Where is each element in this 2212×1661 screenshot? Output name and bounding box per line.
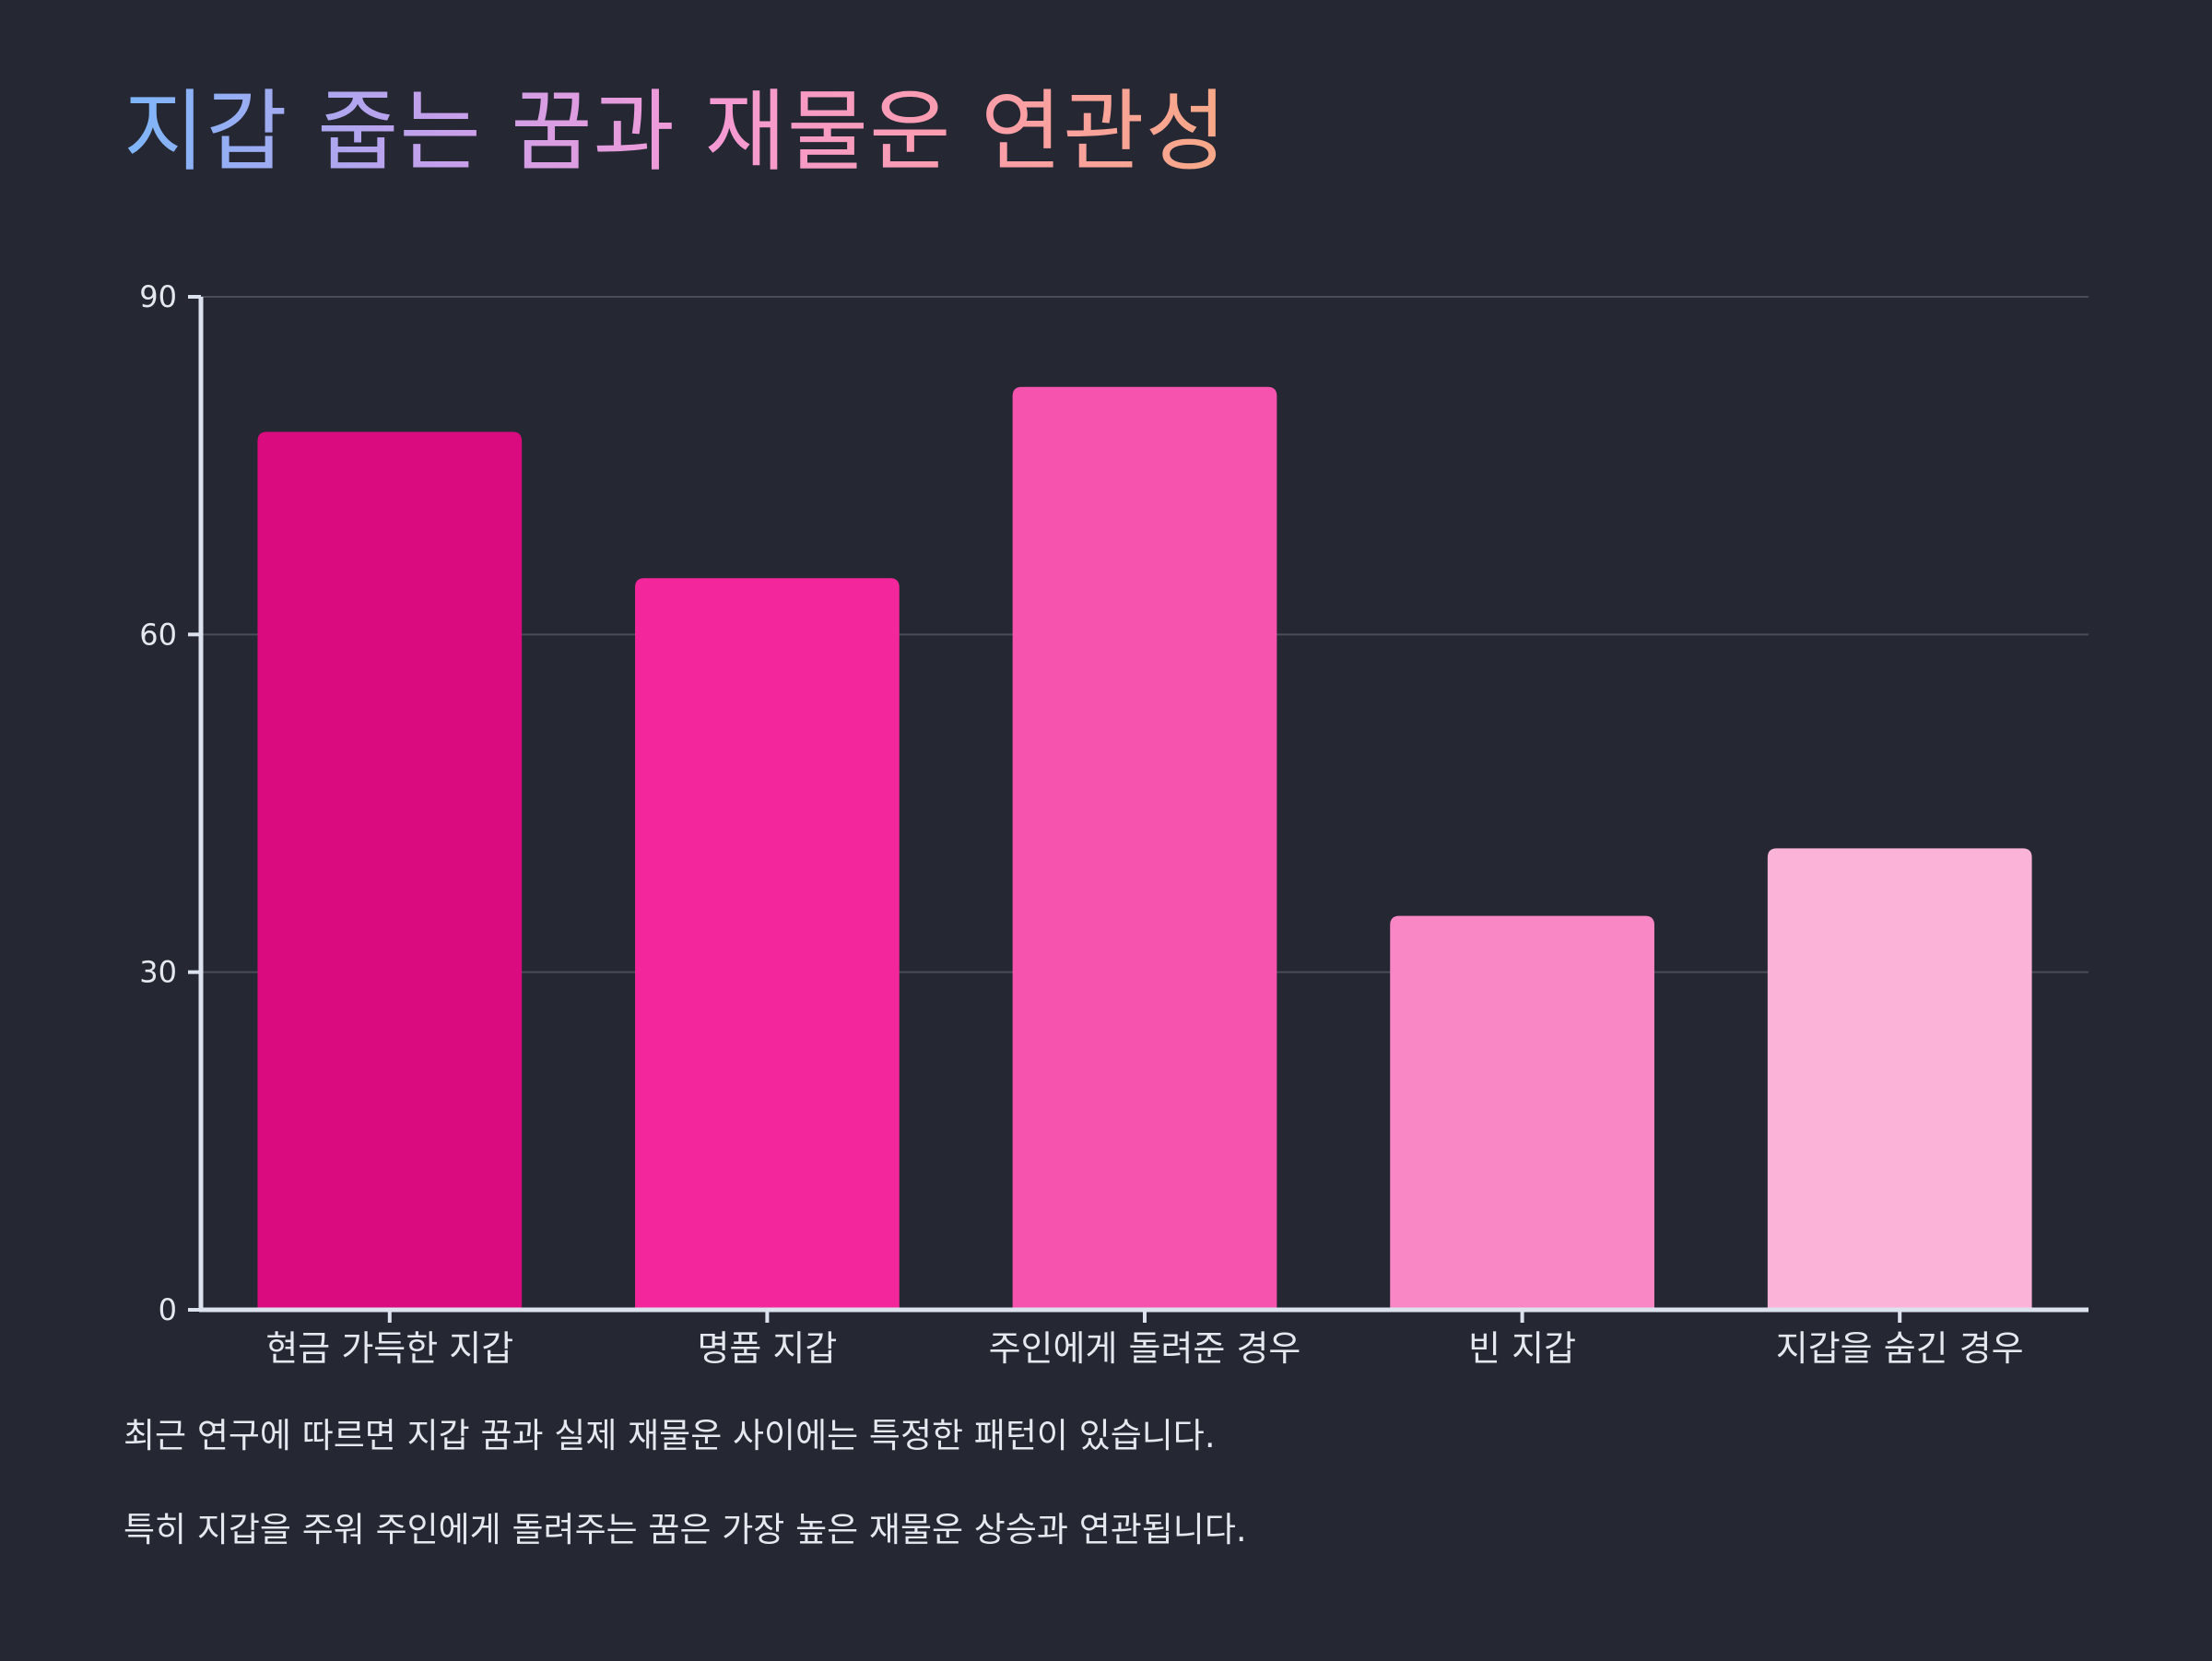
x-tick-label: 명품 지갑 <box>697 1328 837 1369</box>
caption-line-1: 최근 연구에 따르면 지갑 꿈과 실제 재물운 사이에는 특정한 패턴이 있습니… <box>124 1416 1216 1455</box>
x-tick-label: 현금 가득한 지갑 <box>265 1328 513 1369</box>
caption-line-2: 특히 지갑을 주워 주인에게 돌려주는 꿈은 가장 높은 재물운 상승과 연관됩… <box>124 1510 1247 1549</box>
axes <box>188 295 2088 1323</box>
y-tick-label: 0 <box>159 1292 177 1327</box>
x-tick-label: 주인에게 돌려준 경우 <box>989 1328 1301 1369</box>
bar-3 <box>1012 386 1277 1310</box>
page-title: 지갑 줍는 꿈과 재물운 연관성 <box>124 79 1228 185</box>
tick-labels: 0 30 60 90 현금 가득한 지갑 명품 지갑 주인에게 돌려준 경우 빈 지갑 지갑을 … <box>139 279 2023 1369</box>
y-tick-label: 30 <box>139 955 177 990</box>
x-tick-label: 빈 지갑 <box>1468 1328 1576 1369</box>
bar-5 <box>1767 848 2032 1310</box>
x-tick-label: 지갑을 숨긴 경우 <box>1776 1328 2024 1369</box>
y-tick-label: 60 <box>139 617 177 652</box>
bar-4 <box>1390 915 1654 1310</box>
bars <box>257 386 2032 1310</box>
y-tick-label: 90 <box>139 279 177 314</box>
bar-1 <box>257 431 523 1310</box>
bar-2 <box>635 578 900 1310</box>
